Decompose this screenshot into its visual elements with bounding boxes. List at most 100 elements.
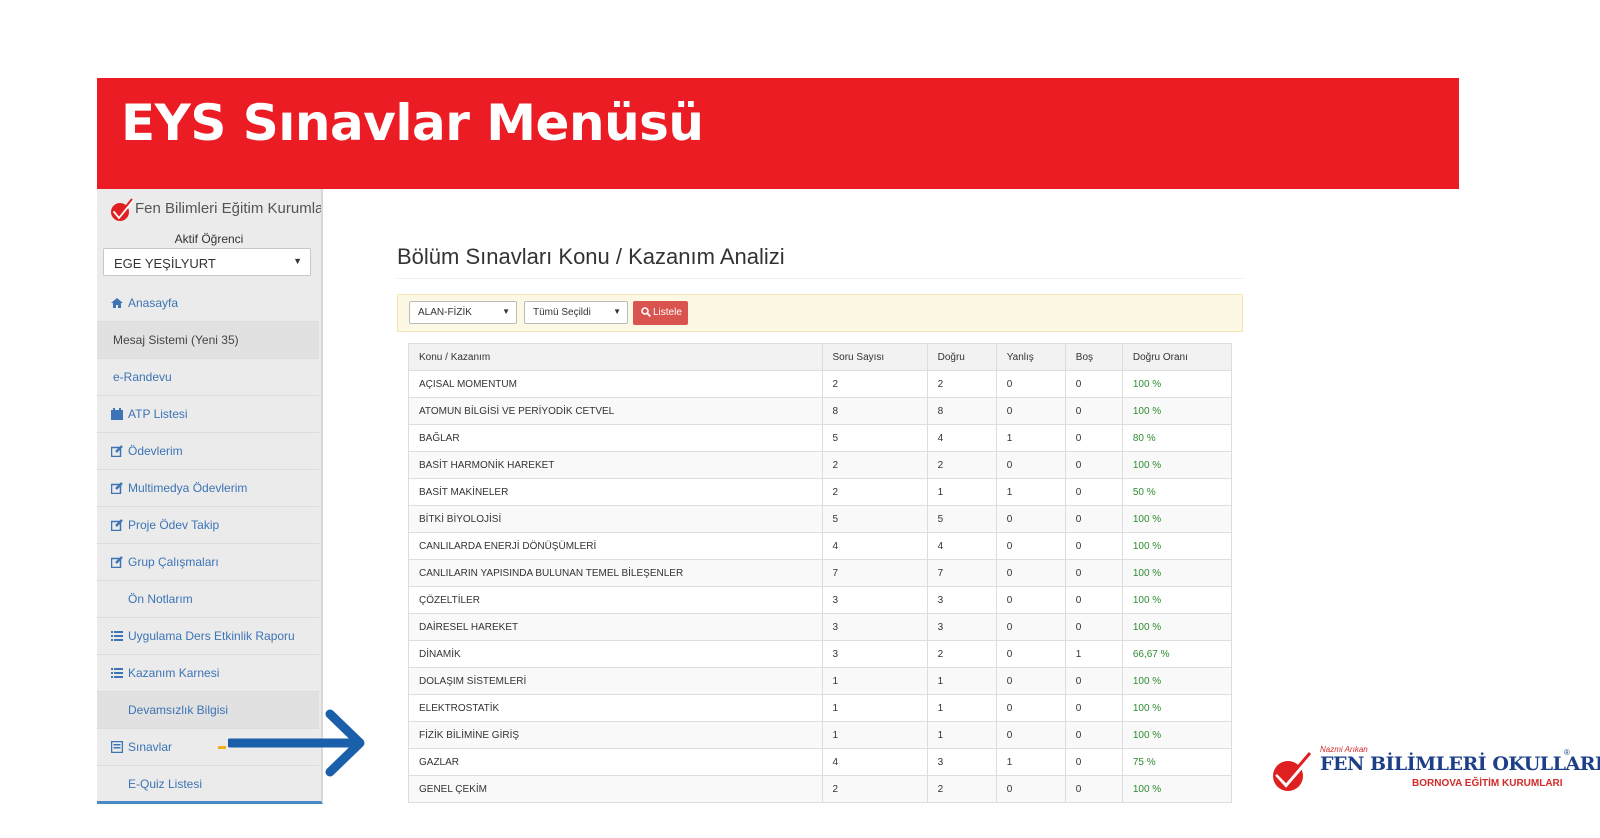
table-row: DAİRESEL HAREKET 3 3 0 0 100 %: [408, 613, 1233, 641]
value-cell: 0: [995, 559, 1066, 587]
sidebar-item-e-randevu[interactable]: e-Randevu: [97, 359, 319, 396]
value-cell: 0: [1064, 424, 1123, 452]
value-cell: 1: [821, 721, 928, 749]
page-title: Bölüm Sınavları Konu / Kazanım Analizi: [397, 244, 785, 269]
filter-bar: ALAN-FİZİK ▼ Tümü Seçildi ▼ Listele: [397, 294, 1243, 332]
value-cell: 8: [926, 397, 997, 425]
ratio-cell: 100 %: [1121, 505, 1233, 533]
ratio-cell: 100 %: [1121, 586, 1233, 614]
sidebar-item-label: Proje Ödev Takip: [128, 518, 220, 532]
topic-cell: BASİT HARMONİK HAREKET: [408, 451, 823, 479]
value-cell: 0: [1064, 451, 1123, 479]
topic-cell: ÇÖZELTİLER: [408, 586, 823, 614]
ratio-cell: 100 %: [1121, 613, 1233, 641]
ratio-cell: 75 %: [1121, 748, 1233, 776]
home-icon: [111, 298, 123, 308]
sidebar-item-label: Uygulama Ders Etkinlik Raporu: [128, 629, 295, 643]
table-row: AÇISAL MOMENTUM 2 2 0 0 100 %: [408, 370, 1233, 398]
topic-cell: ATOMUN BİLGİSİ VE PERİYODİK CETVEL: [408, 397, 823, 425]
value-cell: 0: [995, 775, 1066, 803]
value-cell: 0: [1064, 586, 1123, 614]
edit-icon: [111, 519, 123, 531]
check-logo-icon: [1273, 752, 1314, 791]
table-row: GENEL ÇEKİM 2 2 0 0 100 %: [408, 775, 1233, 803]
value-cell: 8: [821, 397, 928, 425]
sidebar-item-label: Kazanım Karnesi: [128, 666, 220, 680]
value-cell: 0: [995, 667, 1066, 695]
column-header[interactable]: Boş: [1064, 343, 1123, 371]
value-cell: 0: [1064, 613, 1123, 641]
value-cell: 1: [995, 478, 1066, 506]
area-select[interactable]: ALAN-FİZİK ▼: [409, 301, 517, 324]
selection-select[interactable]: Tümü Seçildi ▼: [524, 301, 628, 324]
pointer-arrow-icon: [228, 709, 365, 777]
column-header[interactable]: Yanlış: [995, 343, 1066, 371]
table-row: DOLAŞIM SİSTEMLERİ 1 1 0 0 100 %: [408, 667, 1233, 695]
brand-text: Fen Bilimleri Eğitim Kurumları: [135, 200, 323, 217]
student-select[interactable]: EGE YEŞİLYURT ▼: [103, 248, 311, 276]
sidebar-item-atp-listesi[interactable]: ATP Listesi: [97, 396, 319, 433]
sidebar-item-devamsizlik-bilgisi[interactable]: Devamsızlık Bilgisi: [97, 692, 319, 729]
sidebar-item-e-quiz-listesi[interactable]: E-Quiz Listesi: [97, 766, 319, 801]
ratio-cell: 100 %: [1121, 721, 1233, 749]
sidebar-item-label: Mesaj Sistemi (Yeni 35): [113, 333, 239, 347]
table-row: ATOMUN BİLGİSİ VE PERİYODİK CETVEL 8 8 0 0 10…: [408, 397, 1233, 425]
sidebar-item-label: e-Randevu: [113, 370, 172, 384]
topic-cell: BAĞLAR: [408, 424, 823, 452]
sidebar-item-grup-calismalari[interactable]: Grup Çalışmaları: [97, 544, 319, 581]
value-cell: 5: [821, 424, 928, 452]
sidebar: Fen Bilimleri Eğitim Kurumları Aktif Öğr…: [97, 189, 323, 804]
value-cell: 0: [995, 721, 1066, 749]
sidebar-item-proje-odev-takip[interactable]: Proje Ödev Takip: [97, 507, 319, 544]
value-cell: 0: [995, 532, 1066, 560]
value-cell: 1: [995, 748, 1066, 776]
value-cell: 0: [1064, 532, 1123, 560]
sidebar-brand[interactable]: Fen Bilimleri Eğitim Kurumları: [109, 197, 323, 223]
column-header[interactable]: Doğru: [926, 343, 997, 371]
sidebar-item-anasayfa[interactable]: Anasayfa: [97, 285, 319, 322]
sidebar-item-label: ATP Listesi: [128, 407, 188, 421]
sidebar-item-odevlerim[interactable]: Ödevlerim: [97, 433, 319, 470]
title-banner: EYS Sınavlar Menüsü: [97, 78, 1459, 189]
value-cell: 1: [1064, 640, 1123, 668]
column-header[interactable]: Doğru Oranı: [1121, 343, 1233, 371]
sidebar-item-multimedya-odevlerim[interactable]: Multimedya Ödevlerim: [97, 470, 319, 507]
active-marker: [218, 746, 226, 749]
sidebar-item-sinavlar[interactable]: Sınavlar ‹: [97, 729, 319, 766]
list-icon: [111, 631, 123, 641]
sidebar-item-uygulama-ders-etkinlik-raporu[interactable]: Uygulama Ders Etkinlik Raporu: [97, 618, 319, 655]
caret-down-icon: ▼: [613, 307, 621, 316]
sidebar-item-label: Sınavlar: [128, 740, 173, 754]
value-cell: 5: [926, 505, 997, 533]
table-header-row: Konu / Kazanım Soru Sayısı Doğru Yanlış …: [408, 343, 1233, 371]
column-header[interactable]: Konu / Kazanım: [408, 343, 823, 371]
edit-icon: [111, 445, 123, 457]
topic-cell: FİZİK BİLİMİNE GİRİŞ: [408, 721, 823, 749]
sidebar-menu: Anasayfa Mesaj Sistemi (Yeni 35) e-Rande…: [97, 285, 319, 801]
analysis-table: Konu / Kazanım Soru Sayısı Doğru Yanlış …: [408, 343, 1233, 803]
ratio-cell: 66,67 %: [1121, 640, 1233, 668]
value-cell: 2: [821, 370, 928, 398]
value-cell: 4: [926, 424, 997, 452]
value-cell: 3: [926, 586, 997, 614]
sidebar-item-label: Devamsızlık Bilgisi: [128, 703, 229, 717]
value-cell: 2: [821, 478, 928, 506]
table-icon: [111, 741, 123, 753]
value-cell: 0: [995, 370, 1066, 398]
column-header[interactable]: Soru Sayısı: [821, 343, 928, 371]
sidebar-item-label: Ödevlerim: [128, 444, 183, 458]
ratio-cell: 100 %: [1121, 370, 1233, 398]
sidebar-item-on-notlarim[interactable]: Ön Notlarım: [97, 581, 319, 618]
student-select-value: EGE YEŞİLYURT: [114, 256, 216, 271]
value-cell: 0: [995, 640, 1066, 668]
edit-icon: [111, 482, 123, 494]
table-row: ELEKTROSTATİK 1 1 0 0 100 %: [408, 694, 1233, 722]
topic-cell: DAİRESEL HAREKET: [408, 613, 823, 641]
value-cell: 5: [821, 505, 928, 533]
list-button[interactable]: Listele: [633, 301, 688, 325]
sidebar-item-kazanim-karnesi[interactable]: Kazanım Karnesi: [97, 655, 319, 692]
value-cell: 0: [1064, 775, 1123, 803]
value-cell: 3: [821, 640, 928, 668]
sidebar-item-mesaj-sistemi[interactable]: Mesaj Sistemi (Yeni 35): [97, 322, 319, 359]
value-cell: 0: [995, 397, 1066, 425]
